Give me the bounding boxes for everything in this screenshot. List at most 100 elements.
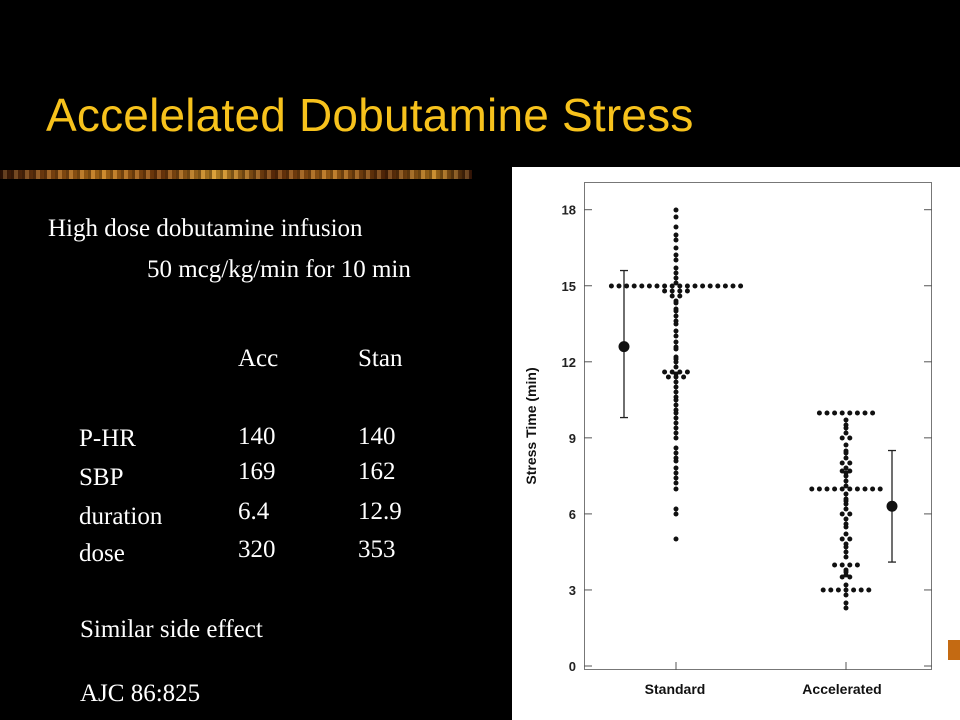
data-point: [673, 536, 679, 542]
data-point: [673, 346, 679, 352]
data-point: [673, 333, 679, 339]
data-point: [839, 468, 845, 474]
y-tick-label: 18: [562, 203, 576, 218]
data-point: [673, 224, 679, 230]
data-point: [673, 465, 679, 471]
data-point: [673, 384, 679, 390]
data-point: [673, 232, 679, 238]
table-cell-acc: 320: [238, 536, 276, 563]
y-tick-label: 6: [569, 507, 576, 522]
data-point: [843, 455, 849, 461]
data-point: [673, 450, 679, 456]
data-point: [824, 486, 830, 492]
data-point: [843, 544, 849, 550]
data-point: [839, 460, 845, 466]
data-point: [843, 531, 849, 537]
data-point: [673, 389, 679, 395]
data-point: [654, 283, 660, 289]
table-row-label: P-HR: [79, 425, 136, 452]
data-point: [673, 410, 679, 416]
data-point: [684, 283, 690, 289]
data-point: [677, 293, 683, 299]
data-point: [847, 562, 853, 568]
data-point: [673, 339, 679, 345]
table-cell-acc: 6.4: [238, 498, 270, 525]
data-point: [832, 562, 838, 568]
chart-panel: [512, 167, 960, 720]
data-point: [847, 460, 853, 466]
data-point: [673, 300, 679, 306]
data-point: [673, 402, 679, 408]
plot-frame: [584, 182, 932, 670]
data-point: [816, 410, 822, 416]
data-point: [847, 468, 853, 474]
table-cell-stan: 162: [358, 458, 396, 485]
table-cell-stan: 12.9: [358, 498, 402, 525]
data-point: [669, 369, 675, 375]
data-point: [843, 491, 849, 497]
data-point: [673, 470, 679, 476]
infusion-text-line2: 50 mcg/kg/min for 10 min: [147, 256, 411, 283]
data-point: [843, 417, 849, 423]
data-point: [847, 410, 853, 416]
data-point: [839, 536, 845, 542]
table-row-label: dose: [79, 540, 125, 567]
data-point: [624, 283, 630, 289]
data-point: [608, 283, 614, 289]
table-cell-acc: 140: [238, 423, 276, 450]
data-point: [673, 313, 679, 319]
data-point: [616, 283, 622, 289]
data-point: [673, 511, 679, 517]
data-point: [843, 506, 849, 512]
data-point: [843, 465, 849, 471]
data-point: [669, 283, 675, 289]
slide-title: Accelelated Dobutamine Stress: [46, 89, 694, 141]
data-point: [662, 283, 668, 289]
x-tick-label: Standard: [645, 681, 706, 697]
data-point: [843, 524, 849, 530]
data-point: [673, 480, 679, 486]
data-point: [673, 265, 679, 271]
data-point: [715, 283, 721, 289]
data-point: [730, 283, 736, 289]
data-point: [843, 450, 849, 456]
data-point: [847, 574, 853, 580]
data-point: [843, 592, 849, 598]
data-point: [673, 207, 679, 213]
data-point: [839, 486, 845, 492]
title-underline-rule: [0, 170, 472, 179]
data-point: [843, 478, 849, 484]
data-point: [816, 486, 822, 492]
data-point: [662, 369, 668, 375]
data-point: [862, 486, 868, 492]
data-point: [673, 364, 679, 370]
data-point: [673, 308, 679, 314]
y-tick-label: 3: [569, 583, 576, 598]
data-point: [673, 280, 679, 286]
data-point: [843, 430, 849, 436]
y-axis-label: Stress Time (min): [523, 367, 539, 484]
summary-mean-marker: [886, 500, 898, 512]
table-header-acc: Acc: [238, 345, 279, 372]
data-point: [673, 379, 679, 385]
data-point: [673, 214, 679, 220]
data-point: [854, 410, 860, 416]
data-point: [843, 587, 849, 593]
data-point: [692, 283, 698, 289]
data-point: [673, 420, 679, 426]
data-point: [839, 562, 845, 568]
data-point: [843, 554, 849, 560]
data-point: [669, 293, 675, 299]
data-point: [673, 328, 679, 334]
table-cell-stan: 353: [358, 536, 396, 563]
data-point: [843, 473, 849, 479]
data-point: [677, 288, 683, 294]
edge-decoration: [948, 640, 960, 660]
data-point: [673, 415, 679, 421]
data-point: [673, 445, 679, 451]
y-tick-label: 0: [569, 659, 576, 674]
data-point: [707, 283, 713, 289]
data-point: [851, 587, 857, 593]
data-point: [839, 511, 845, 517]
